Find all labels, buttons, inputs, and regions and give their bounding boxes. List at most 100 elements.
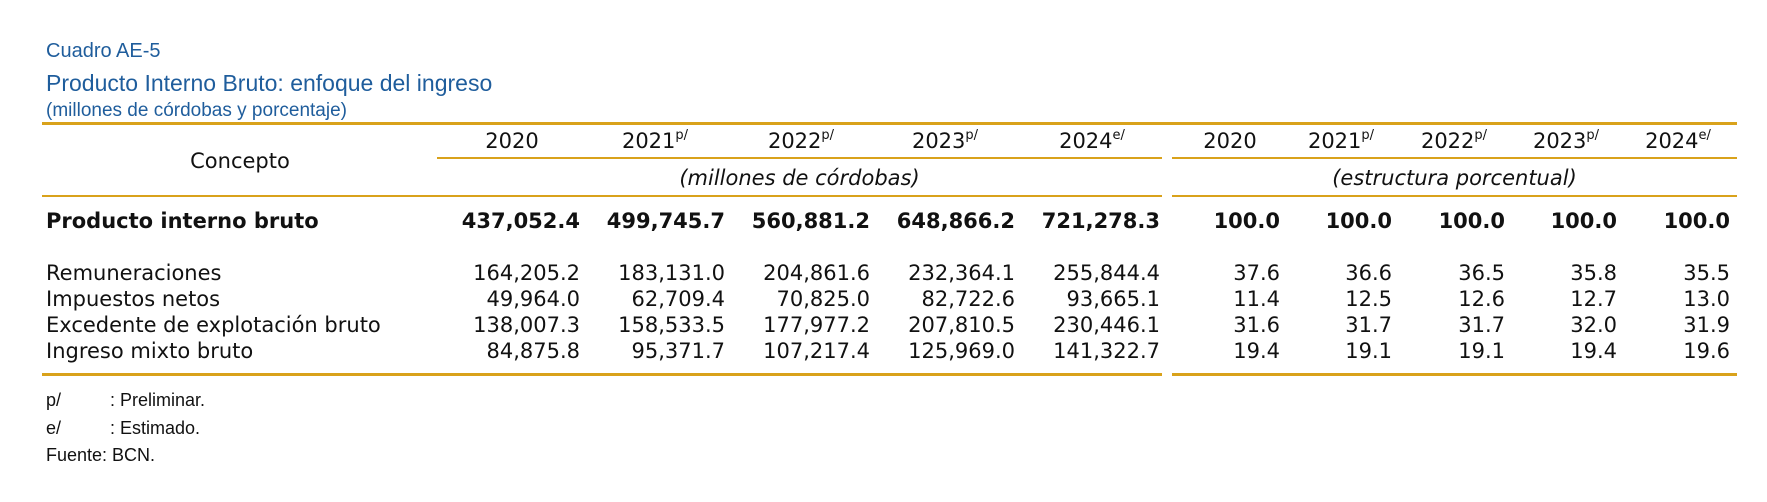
percent-cell: 100.0 (1550, 209, 1617, 233)
percent-cell: 12.6 (1458, 287, 1505, 311)
year-mark: e/ (1112, 128, 1125, 143)
percent-cell: 19.1 (1345, 339, 1392, 363)
year-label: 2021 (621, 129, 676, 153)
percent-cell: 100.0 (1213, 209, 1280, 233)
percent-cell: 100.0 (1438, 209, 1505, 233)
table-title: Producto Interno Bruto: enfoque del ingr… (46, 70, 493, 96)
percent-cell: 19.4 (1570, 339, 1617, 363)
percent-cell: 36.6 (1345, 261, 1392, 285)
year-header-percent: 2023p/ (1506, 128, 1626, 154)
note-key: p/ (46, 390, 62, 410)
value-cell: 560,881.2 (751, 209, 870, 233)
percent-cell: 31.6 (1233, 313, 1280, 337)
note-key: e/ (46, 418, 62, 438)
value-cell: 95,371.7 (631, 339, 725, 363)
percent-cell: 19.4 (1233, 339, 1280, 363)
group-label-millions: (millones de córdobas) (679, 166, 920, 190)
table-caption: Cuadro AE-5 (46, 40, 161, 62)
year-header-millions: 2020 (452, 128, 572, 154)
percent-cell: 100.0 (1325, 209, 1392, 233)
value-cell: 164,205.2 (473, 261, 580, 285)
percent-cell: 35.5 (1683, 261, 1730, 285)
year-header-millions: 2022p/ (741, 128, 861, 154)
header-rule-right (1172, 157, 1737, 159)
value-cell: 62,709.4 (631, 287, 725, 311)
year-mark: e/ (1698, 128, 1711, 143)
percent-cell: 13.0 (1683, 287, 1730, 311)
row-label: Ingreso mixto bruto (46, 339, 254, 363)
top-rule (42, 122, 1737, 125)
row-label: Producto interno bruto (46, 209, 319, 233)
header-rule-left (437, 157, 1162, 159)
year-label: 2022 (1420, 129, 1475, 153)
row-label: Excedente de explotación bruto (46, 313, 381, 337)
percent-cell: 31.7 (1345, 313, 1392, 337)
note-text: : Estimado. (110, 418, 201, 438)
percent-cell: 31.7 (1458, 313, 1505, 337)
value-cell: 499,745.7 (606, 209, 725, 233)
value-cell: 207,810.5 (908, 313, 1015, 337)
percent-cell: 12.7 (1570, 287, 1617, 311)
year-label: 2023 (911, 129, 966, 153)
year-mark: p/ (675, 128, 689, 143)
value-cell: 204,861.6 (763, 261, 870, 285)
percent-cell: 37.6 (1233, 261, 1280, 285)
percent-cell: 12.5 (1345, 287, 1392, 311)
year-header-percent: 2024e/ (1618, 128, 1738, 154)
value-cell: 84,875.8 (486, 339, 580, 363)
percent-cell: 32.0 (1570, 313, 1617, 337)
note-estimado: e/ : Estimado. (46, 418, 200, 439)
value-cell: 138,007.3 (473, 313, 580, 337)
note-text: : Preliminar. (110, 390, 206, 410)
value-cell: 183,131.0 (618, 261, 725, 285)
year-label: 2020 (1203, 129, 1257, 153)
year-mark: p/ (1586, 128, 1600, 143)
year-header-percent: 2021p/ (1281, 128, 1401, 154)
year-mark: p/ (965, 128, 979, 143)
value-cell: 158,533.5 (618, 313, 725, 337)
year-header-millions: 2023p/ (885, 128, 1005, 154)
value-cell: 70,825.0 (776, 287, 870, 311)
year-header-percent: 2020 (1170, 128, 1290, 154)
value-cell: 255,844.4 (1053, 261, 1160, 285)
percent-cell: 11.4 (1233, 287, 1280, 311)
year-mark: p/ (821, 128, 835, 143)
percent-cell: 31.9 (1683, 313, 1730, 337)
row-label: Impuestos netos (46, 287, 221, 311)
year-label: 2020 (485, 129, 539, 153)
value-cell: 648,866.2 (896, 209, 1015, 233)
value-cell: 82,722.6 (921, 287, 1015, 311)
bottom-rule-left (42, 373, 1162, 376)
value-cell: 721,278.3 (1041, 209, 1160, 233)
year-label: 2022 (767, 129, 822, 153)
value-cell: 232,364.1 (908, 261, 1015, 285)
group-label-percent: (estructura porcentual) (1332, 166, 1577, 190)
percent-cell: 100.0 (1663, 209, 1730, 233)
value-cell: 107,217.4 (763, 339, 870, 363)
value-cell: 177,977.2 (763, 313, 870, 337)
year-header-millions: 2024e/ (1032, 128, 1152, 154)
value-cell: 141,322.7 (1053, 339, 1160, 363)
group-rule-right (1172, 195, 1737, 197)
year-mark: p/ (1361, 128, 1375, 143)
concept-header: Concepto (190, 149, 290, 173)
year-label: 2023 (1532, 129, 1587, 153)
percent-cell: 36.5 (1458, 261, 1505, 285)
year-header-percent: 2022p/ (1394, 128, 1514, 154)
source-note: Fuente: BCN. (46, 445, 156, 465)
percent-cell: 19.1 (1458, 339, 1505, 363)
table-subtitle: (millones de córdobas y porcentaje) (46, 100, 347, 121)
year-header-millions: 2021p/ (595, 128, 715, 154)
percent-cell: 19.6 (1683, 339, 1730, 363)
value-cell: 437,052.4 (461, 209, 580, 233)
bottom-rule-right (1172, 373, 1737, 376)
value-cell: 49,964.0 (486, 287, 580, 311)
percent-cell: 35.8 (1570, 261, 1617, 285)
year-label: 2024 (1645, 129, 1699, 153)
value-cell: 230,446.1 (1053, 313, 1160, 337)
value-cell: 93,665.1 (1066, 287, 1160, 311)
year-label: 2024 (1059, 129, 1113, 153)
note-preliminar: p/ : Preliminar. (46, 390, 205, 411)
group-rule-left (42, 195, 1162, 197)
value-cell: 125,969.0 (908, 339, 1015, 363)
